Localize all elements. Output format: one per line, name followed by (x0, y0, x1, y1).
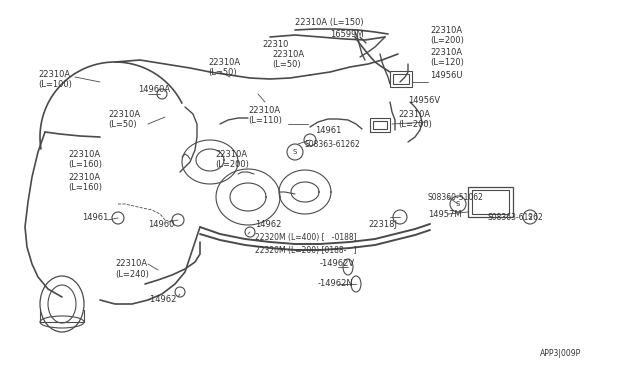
Text: (L=100): (L=100) (38, 80, 72, 89)
Text: 14957M: 14957M (428, 209, 461, 218)
Text: 22310A: 22310A (248, 106, 280, 115)
Text: S08360-51062: S08360-51062 (428, 192, 484, 202)
Bar (390, 71, 412, 87)
Bar (393, 74, 409, 84)
Text: (L=160): (L=160) (68, 160, 102, 169)
Text: (L=50): (L=50) (272, 60, 301, 68)
Text: 14962: 14962 (255, 219, 282, 228)
Text: S: S (293, 149, 297, 155)
Text: (L=50): (L=50) (108, 119, 136, 128)
Text: -14962: -14962 (148, 295, 177, 305)
Text: 22310A: 22310A (430, 48, 462, 57)
Text: (L=240): (L=240) (115, 269, 149, 279)
Text: (L=160): (L=160) (68, 183, 102, 192)
Text: 14956U: 14956U (430, 71, 463, 80)
Bar (370, 118, 390, 132)
Text: (L=200): (L=200) (215, 160, 249, 169)
Text: 22310: 22310 (262, 39, 289, 48)
Bar (472, 190, 509, 214)
Text: -14962N: -14962N (318, 279, 354, 289)
Text: 22310A: 22310A (68, 173, 100, 182)
Text: 22310A (L=150): 22310A (L=150) (295, 17, 364, 26)
Text: APP3|009P: APP3|009P (540, 350, 581, 359)
Text: (L=110): (L=110) (248, 115, 282, 125)
Text: S08363-61262: S08363-61262 (305, 140, 361, 148)
Text: (L=50): (L=50) (208, 67, 237, 77)
Text: 14960: 14960 (148, 219, 174, 228)
Text: 14961: 14961 (315, 125, 341, 135)
Text: (L=200): (L=200) (430, 35, 464, 45)
Text: S: S (528, 214, 532, 220)
Bar (373, 121, 387, 129)
Text: 22310A: 22310A (208, 58, 240, 67)
Text: 14956V: 14956V (408, 96, 440, 105)
Text: (L=200): (L=200) (398, 119, 432, 128)
Text: S08363-61262: S08363-61262 (488, 212, 544, 221)
Text: 22320M (L=200) [0188-   ]: 22320M (L=200) [0188- ] (255, 246, 356, 254)
Bar (468, 187, 513, 217)
Text: 22310A: 22310A (430, 26, 462, 35)
Text: (L=120): (L=120) (430, 58, 464, 67)
Text: 22310A: 22310A (68, 150, 100, 158)
Text: 22310A: 22310A (38, 70, 70, 78)
Text: 22310A: 22310A (272, 49, 304, 58)
Text: S: S (456, 201, 460, 207)
Text: 22310A: 22310A (115, 260, 147, 269)
Text: 22310A: 22310A (398, 109, 430, 119)
Text: 22310A: 22310A (215, 150, 247, 158)
Text: 14961: 14961 (82, 212, 108, 221)
Text: -14962V: -14962V (320, 260, 355, 269)
Text: 22320M (L=400) [   -0188]: 22320M (L=400) [ -0188] (255, 232, 356, 241)
Text: 14960A: 14960A (138, 84, 170, 93)
Text: 16599M: 16599M (330, 29, 364, 38)
Text: 22310A: 22310A (108, 109, 140, 119)
Text: 22318J: 22318J (368, 219, 397, 228)
